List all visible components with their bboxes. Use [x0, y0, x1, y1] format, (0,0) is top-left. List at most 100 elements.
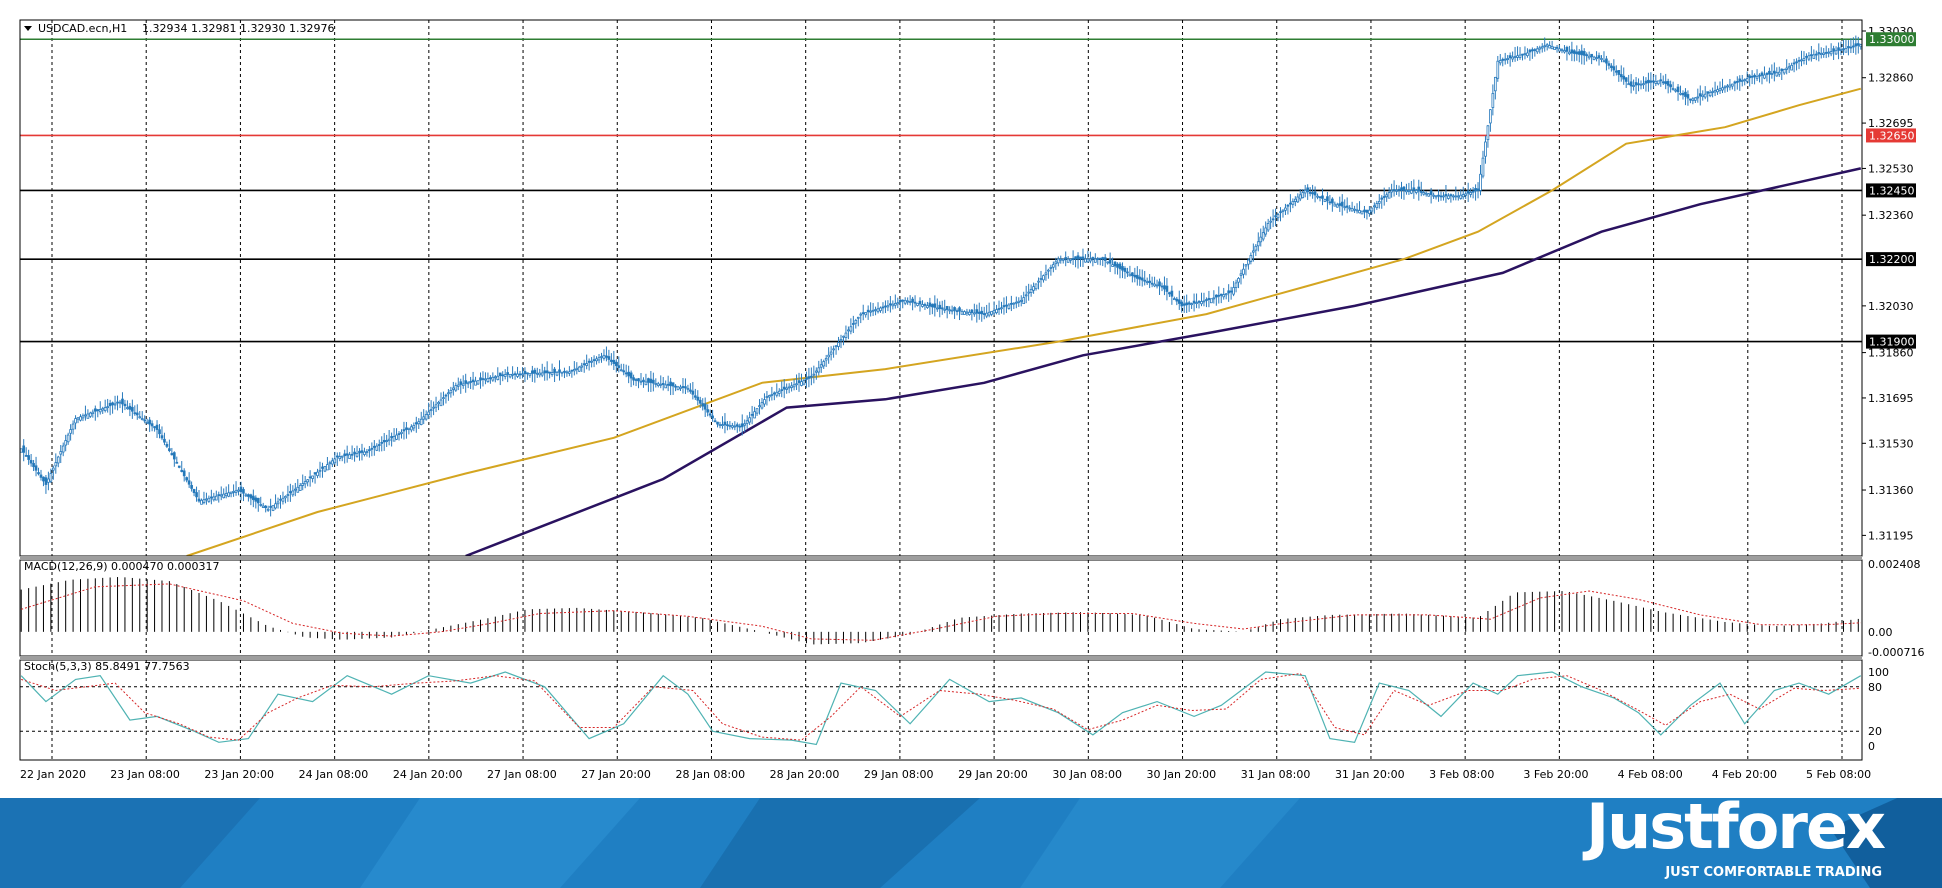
chart-grid — [51, 20, 1843, 760]
candle-body — [207, 497, 211, 502]
candle-body — [540, 372, 544, 376]
candle-body — [1461, 194, 1465, 198]
candle-body — [289, 491, 292, 494]
candle-body — [1743, 79, 1747, 81]
candle-body — [960, 310, 964, 315]
candle-body — [810, 375, 813, 378]
candle-body — [71, 423, 75, 430]
candle-body — [1854, 43, 1858, 47]
candle-body — [1634, 82, 1638, 86]
candle-body — [1180, 301, 1184, 307]
candle-body — [145, 421, 149, 424]
candle-body — [1827, 51, 1831, 54]
candle-body — [116, 401, 119, 404]
candle-body — [1614, 70, 1618, 73]
candle-body — [69, 429, 72, 434]
candle-body — [54, 462, 58, 467]
candle-body — [103, 407, 107, 411]
candle-body — [674, 385, 677, 388]
candle-body — [1343, 206, 1347, 209]
candle-body — [131, 406, 134, 412]
candle-body — [42, 476, 45, 482]
candle-body — [318, 469, 322, 472]
candle-body — [335, 455, 339, 458]
price-level-tag-label: 1.32650 — [1869, 129, 1915, 142]
candle-body — [93, 408, 97, 412]
candle-body — [192, 488, 196, 494]
candle-body — [1535, 48, 1539, 53]
candle-body — [1711, 91, 1714, 93]
x-axis-label: 31 Jan 20:00 — [1335, 768, 1405, 781]
candle-body — [1819, 53, 1823, 56]
candle-body — [397, 433, 401, 436]
dropdown-triangle-icon[interactable] — [24, 26, 32, 31]
candle-body — [1195, 302, 1198, 304]
candle-body — [51, 467, 55, 471]
candle-body — [163, 438, 166, 443]
candle-body — [1172, 298, 1176, 301]
candle-body — [1758, 74, 1761, 77]
candle-body — [1782, 69, 1786, 74]
candle-body — [22, 445, 26, 453]
candle-body — [254, 497, 258, 502]
candle-body — [1207, 297, 1211, 300]
candle-body — [187, 480, 191, 485]
candle-body — [1506, 58, 1510, 60]
candle-body — [772, 392, 776, 395]
candle-body — [1121, 266, 1124, 271]
candle-body — [1321, 195, 1324, 199]
candle-body — [368, 449, 371, 452]
candle-body — [306, 479, 309, 483]
candle-body — [326, 464, 329, 471]
candlesticks — [19, 35, 1863, 517]
candle-body — [452, 387, 455, 390]
panel-separator — [20, 556, 1862, 560]
candle-body — [1219, 293, 1223, 296]
candle-body — [1375, 203, 1379, 209]
candle-body — [1706, 91, 1710, 94]
candle-body — [723, 421, 727, 426]
candle-body — [861, 312, 865, 315]
candle-body — [1224, 293, 1228, 296]
candle-body — [807, 376, 811, 379]
candle-body — [768, 395, 771, 398]
candle-body — [429, 409, 433, 412]
candle-body — [1024, 294, 1028, 297]
candle-body — [133, 412, 137, 415]
candle-body — [1017, 300, 1021, 303]
candle-body — [1005, 304, 1008, 307]
candle-body — [740, 423, 744, 428]
candle-body — [572, 369, 576, 372]
price-level-tag — [1866, 183, 1916, 198]
candle-body — [1365, 209, 1369, 213]
candle-body — [684, 386, 687, 389]
chart-header[interactable]: USDCAD.ecn,H1 1.32934 1.32981 1.32930 1.… — [24, 22, 334, 35]
candle-body — [190, 484, 193, 489]
candle-body — [61, 445, 65, 453]
candle-body — [321, 466, 324, 469]
candle-body — [1331, 198, 1334, 204]
candle-body — [516, 373, 519, 377]
candle-body — [1768, 70, 1771, 75]
candle-body — [738, 425, 742, 428]
candle-body — [1022, 297, 1026, 305]
macd-tick-label: -0.000716 — [1868, 646, 1924, 659]
candle-body — [1674, 89, 1677, 92]
price-level-tag — [1866, 334, 1916, 349]
candle-body — [484, 378, 487, 381]
candle-body — [1417, 186, 1421, 192]
price-tick-label: 1.31195 — [1868, 529, 1914, 542]
candle-body — [1790, 64, 1793, 71]
candle-body — [1531, 49, 1534, 52]
candle-body — [414, 422, 418, 425]
candle-body — [955, 310, 959, 313]
candle-body — [805, 377, 808, 380]
candle-body — [459, 381, 463, 385]
candle-body — [1276, 214, 1280, 219]
candle-body — [1019, 299, 1023, 302]
candle-body — [1748, 75, 1751, 79]
candle-body — [469, 381, 472, 383]
candle-body — [716, 421, 719, 425]
candle-body — [577, 366, 581, 372]
candle-body — [454, 385, 458, 391]
